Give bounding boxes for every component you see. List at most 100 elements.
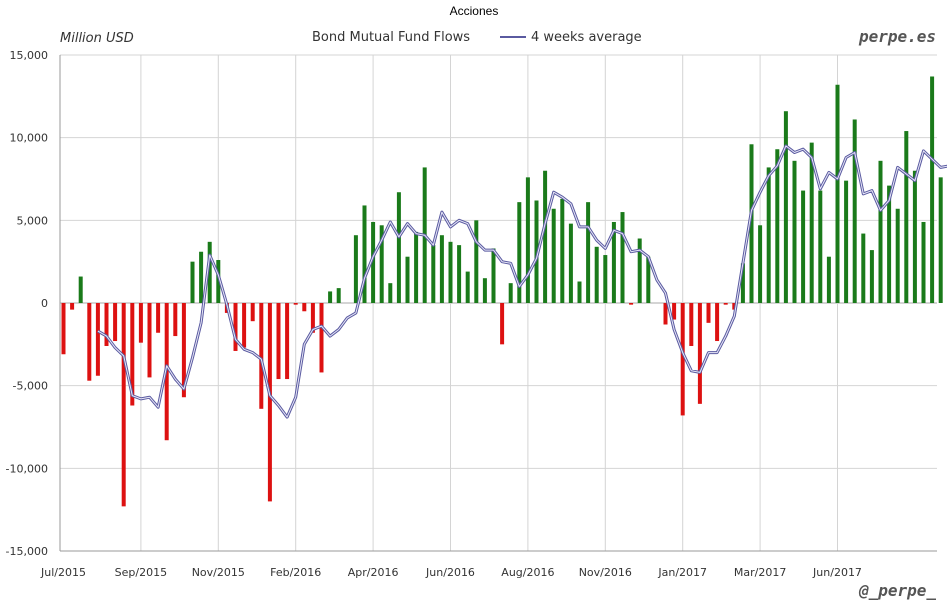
bar [319, 303, 324, 373]
bar [61, 303, 66, 355]
bar [138, 303, 143, 343]
bar [697, 303, 702, 404]
bar [861, 233, 866, 303]
bar [732, 303, 737, 310]
x-tick-label: Nov/2015 [192, 566, 245, 579]
x-tick-label: Jun/2016 [425, 566, 475, 579]
bar [818, 190, 823, 303]
bar [457, 245, 462, 303]
bar [551, 208, 556, 303]
bar [792, 160, 797, 303]
bar [233, 303, 238, 351]
average-line-highlight [97, 145, 947, 418]
bar [844, 180, 849, 303]
bar [431, 245, 436, 303]
bar [517, 202, 522, 303]
watermark-top: perpe.es [858, 27, 936, 46]
bar [594, 246, 599, 303]
bar [646, 256, 651, 303]
bars [61, 76, 943, 507]
bar [130, 303, 135, 406]
bar [491, 248, 496, 303]
bar [310, 303, 315, 333]
bar [173, 303, 178, 337]
bar [603, 255, 608, 303]
bar [775, 149, 780, 303]
bar [156, 303, 161, 333]
bar [293, 303, 298, 305]
x-tick-label: Sep/2015 [115, 566, 167, 579]
bar [371, 221, 376, 303]
bar [242, 303, 247, 348]
watermark-bottom: @_perpe_ [858, 581, 936, 600]
bar [629, 303, 634, 305]
bar [328, 291, 333, 303]
bar [465, 271, 470, 303]
bar [388, 283, 393, 303]
bar [852, 119, 857, 303]
average-line-layer [97, 144, 947, 419]
x-tick-label: Feb/2016 [270, 566, 321, 579]
bar [113, 303, 118, 342]
bar [887, 185, 892, 303]
legend-line-label: 4 weeks average [531, 30, 642, 45]
x-tick-label: Jul/2015 [40, 566, 86, 579]
y-tick-label: -15,000 [6, 545, 48, 558]
bar [482, 278, 487, 303]
bar [689, 303, 694, 346]
bar [207, 241, 212, 303]
legend: Bond Mutual Fund Flows 4 weeks average [312, 30, 642, 45]
bar [749, 144, 754, 303]
x-axis: Jul/2015 Sep/2015 Nov/2015 Feb/2016 Apr/2016… [40, 566, 862, 579]
bar [474, 220, 479, 303]
bar [801, 190, 806, 303]
bar [405, 256, 410, 303]
x-tick-label: Jan/2017 [657, 566, 707, 579]
bar [250, 303, 255, 322]
y-tick-label: 0 [41, 297, 48, 310]
bar [912, 170, 917, 303]
bar [560, 198, 565, 303]
bar [930, 76, 935, 303]
bar [577, 281, 582, 303]
x-tick-label: Aug/2016 [501, 566, 554, 579]
bar [611, 221, 616, 303]
bar [439, 235, 444, 303]
bar [121, 303, 126, 507]
bar [568, 223, 573, 303]
x-tick-label: Mar/2017 [734, 566, 786, 579]
y-tick-label: 10,000 [10, 132, 49, 145]
y-tick-label: -10,000 [6, 462, 48, 475]
bar [835, 84, 840, 303]
bar [336, 288, 341, 303]
unit-label: Million USD [60, 31, 134, 46]
bar [362, 205, 367, 303]
bar [508, 283, 513, 303]
bar [904, 131, 909, 303]
bar [534, 200, 539, 303]
bar [87, 303, 92, 381]
bar [809, 142, 814, 303]
bar [353, 235, 358, 303]
bar [783, 111, 788, 303]
bar [637, 238, 642, 303]
bar [285, 303, 290, 380]
y-axis: 15,000 10,000 5,000 0 -5,000 -10,000 -15,000 [6, 49, 48, 558]
bar [766, 167, 771, 303]
bar [715, 303, 720, 342]
bar [740, 263, 745, 303]
bar [525, 177, 530, 303]
bar [199, 251, 204, 303]
bar [672, 303, 677, 320]
y-tick-label: 5,000 [17, 214, 49, 227]
bar [938, 177, 943, 303]
bar [706, 303, 711, 323]
bar [543, 170, 548, 303]
bar [723, 303, 728, 305]
y-tick-label: -5,000 [13, 380, 48, 393]
bar [70, 303, 75, 310]
bar [259, 303, 264, 409]
bar [878, 160, 883, 303]
bar [396, 192, 401, 303]
